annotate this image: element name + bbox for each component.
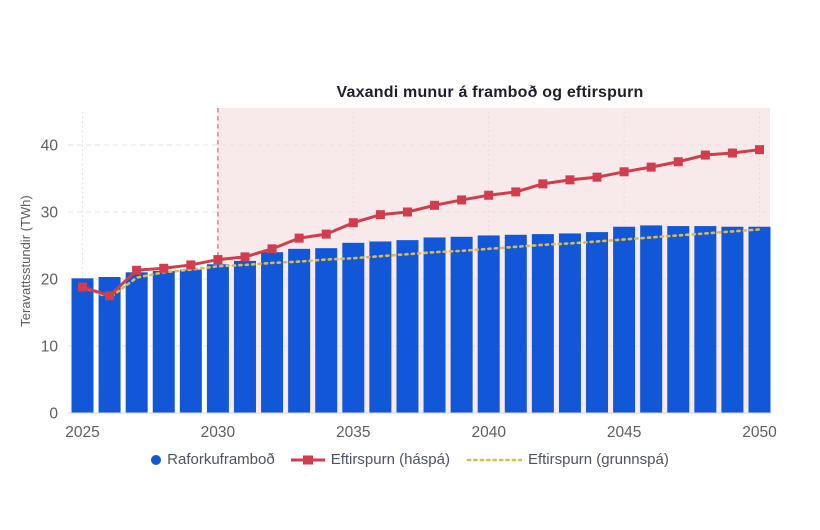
bar-2035[interactable]	[342, 242, 365, 413]
haspa-marker-2036[interactable]	[375, 210, 385, 220]
bar-2042[interactable]	[531, 234, 554, 413]
haspa-marker-2025[interactable]	[78, 282, 87, 292]
bar-2027[interactable]	[125, 272, 148, 413]
dotted-line-icon	[466, 458, 522, 461]
haspa-marker-2045[interactable]	[619, 167, 629, 177]
legend-label: Eftirspurn (háspá)	[330, 451, 450, 468]
haspa-marker-2027[interactable]	[132, 265, 142, 275]
circle-icon	[151, 454, 162, 465]
haspa-marker-2026[interactable]	[105, 291, 115, 301]
bar-2037[interactable]	[396, 240, 419, 413]
bar-2033[interactable]	[288, 248, 311, 413]
haspa-marker-2048[interactable]	[700, 150, 710, 160]
haspa-marker-2035[interactable]	[348, 218, 358, 228]
haspa-markers	[78, 145, 764, 301]
haspa-marker-2039[interactable]	[457, 195, 467, 205]
bar-2049[interactable]	[721, 226, 744, 413]
x-tick-label: 2040	[471, 424, 506, 441]
haspa-marker-2037[interactable]	[402, 207, 412, 217]
haspa-marker-2049[interactable]	[727, 148, 737, 158]
y-tick-label: 30	[41, 205, 59, 222]
x-tick-label: 2050	[742, 424, 777, 441]
bar-2032[interactable]	[261, 252, 284, 413]
bar-2048[interactable]	[694, 226, 717, 413]
legend-label: Eftirspurn (grunnspá)	[527, 451, 669, 468]
bar-2038[interactable]	[423, 237, 446, 413]
x-tick-label: 2035	[336, 424, 370, 441]
grunnspa-dotted-line[interactable]	[81, 228, 761, 300]
legend-item-raforkuframbod[interactable]: Raforkuframboð	[151, 451, 275, 468]
x-tick-label: 2030	[201, 424, 236, 441]
x-tick-label: 2025	[65, 424, 99, 441]
haspa-marker-2031[interactable]	[240, 252, 250, 262]
bar-2030[interactable]	[206, 264, 229, 413]
bar-2036[interactable]	[369, 241, 392, 413]
y-axis-title: Teravattsstundir (TWh)	[18, 195, 33, 326]
y-tick-label: 40	[41, 138, 59, 155]
haspa-marker-2041[interactable]	[511, 187, 521, 197]
bar-2034[interactable]	[315, 248, 338, 413]
bar-2025[interactable]	[71, 278, 94, 413]
bar-2044[interactable]	[586, 232, 609, 413]
bar-2043[interactable]	[558, 233, 581, 413]
legend-label: Raforkuframboð	[167, 451, 275, 468]
x-tick-label: 2045	[607, 424, 641, 441]
haspa-marker-2047[interactable]	[673, 157, 683, 167]
line-square-icon	[290, 455, 325, 464]
bar-2047[interactable]	[667, 226, 690, 413]
haspa-marker-2044[interactable]	[592, 172, 602, 182]
bar-2039[interactable]	[450, 236, 473, 413]
haspa-marker-2030[interactable]	[213, 255, 223, 265]
haspa-marker-2034[interactable]	[321, 229, 331, 239]
bar-2050[interactable]	[748, 226, 771, 413]
legend: Raforkuframboð Eftirspurn (háspá) Eftirs…	[0, 451, 820, 468]
haspa-marker-2043[interactable]	[565, 175, 575, 185]
bar-2040[interactable]	[477, 235, 500, 413]
bar-2045[interactable]	[613, 226, 636, 413]
y-tick-label: 10	[41, 339, 59, 356]
haspa-line[interactable]	[82, 148, 760, 298]
haspa-marker-2033[interactable]	[294, 233, 304, 243]
haspa-marker-2046[interactable]	[646, 162, 656, 172]
haspa-marker-2040[interactable]	[484, 190, 494, 200]
bar-2029[interactable]	[179, 269, 202, 413]
bar-2046[interactable]	[640, 225, 663, 413]
bar-2031[interactable]	[233, 260, 256, 413]
chart-title: Vaxandi munur á framboð og eftirspurn	[336, 84, 644, 101]
haspa-marker-2050[interactable]	[755, 145, 764, 155]
bar-2028[interactable]	[152, 270, 175, 413]
haspa-marker-2028[interactable]	[159, 263, 169, 273]
haspa-marker-2038[interactable]	[430, 200, 440, 210]
bar-series	[71, 225, 771, 413]
haspa-marker-2029[interactable]	[186, 260, 196, 270]
bar-2041[interactable]	[504, 234, 527, 413]
bar-2026[interactable]	[98, 276, 121, 413]
y-tick-label: 0	[49, 406, 58, 423]
legend-item-eftirspurn-grunnspa[interactable]: Eftirspurn (grunnspá)	[466, 451, 669, 468]
legend-item-eftirspurn-haspa[interactable]: Eftirspurn (háspá)	[290, 451, 450, 468]
haspa-marker-2042[interactable]	[538, 179, 548, 189]
y-tick-label: 20	[41, 272, 59, 289]
haspa-marker-2032[interactable]	[267, 244, 277, 254]
